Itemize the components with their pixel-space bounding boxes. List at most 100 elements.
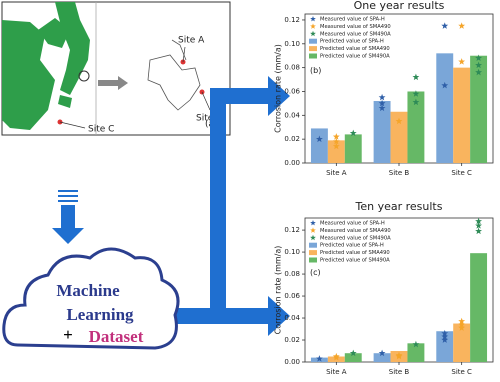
bar [436, 53, 454, 163]
y-tick-label: 0.08 [284, 270, 300, 278]
measured-star [412, 340, 420, 348]
bar [453, 67, 471, 163]
legend-label: Predicted value of SMA490 [320, 46, 390, 52]
bar [327, 140, 345, 163]
legend-marker [310, 23, 316, 29]
x-tick-label: Site C [451, 169, 472, 177]
site-label: Site B [196, 114, 222, 124]
legend-marker [310, 16, 316, 22]
y-tick-label: 0.04 [284, 314, 300, 322]
measured-star [475, 227, 483, 235]
panel-label: (b) [310, 66, 321, 75]
leader [201, 91, 211, 111]
y-tick-label: 0.12 [284, 16, 300, 24]
legend-marker [310, 227, 316, 233]
measured-star [378, 99, 386, 107]
bar [344, 134, 362, 163]
site-label: Site A [178, 36, 205, 46]
legend-label: Predicted value of SMA490 [320, 250, 390, 256]
measured-star [441, 22, 449, 29]
legend-marker [309, 257, 317, 263]
measured-star [315, 355, 323, 362]
measured-star [412, 90, 420, 97]
measured-star [378, 93, 386, 101]
legend-marker [309, 38, 317, 44]
branch-arrow [170, 76, 290, 336]
y-tick-label: 0.06 [284, 87, 300, 95]
down-arrow [52, 205, 84, 244]
measured-star [349, 129, 357, 137]
x-tick-label: Site A [326, 169, 347, 177]
bar [373, 353, 391, 362]
measured-star [315, 135, 323, 143]
measured-star [458, 22, 466, 29]
x-tick-label: Site B [389, 169, 410, 177]
leader [59, 121, 86, 129]
legend-marker [310, 234, 316, 241]
measured-star [458, 317, 466, 325]
measured-star [395, 117, 403, 125]
bar [310, 128, 328, 163]
bar [390, 111, 408, 163]
chart-title: Ten year results [355, 200, 443, 213]
bar [373, 101, 391, 163]
x-tick-label: Site B [389, 368, 410, 376]
measured-star [458, 324, 466, 331]
legend-marker [310, 30, 316, 37]
measured-star [412, 98, 420, 106]
bar [470, 55, 488, 163]
measured-star [395, 352, 403, 360]
y-axis-label: Corrosion rate (mm/a) [274, 44, 283, 133]
bar [453, 323, 471, 362]
y-tick-label: 0.00 [284, 358, 300, 366]
y-tick-label: 0.00 [284, 159, 300, 167]
measured-star [475, 54, 483, 62]
site-label: Site C [88, 125, 114, 135]
y-axis-label: Corrosion rate (mm/a) [274, 246, 283, 335]
measured-star [475, 61, 483, 69]
panel-label: (c) [310, 268, 321, 277]
measured-star [441, 329, 449, 337]
zoom-circle [78, 70, 90, 82]
cloud-text: Dataset [89, 327, 144, 346]
bar [436, 331, 454, 362]
legend-label: Predicted value of SPA-H [320, 39, 384, 45]
measured-star [441, 336, 449, 343]
leader [182, 46, 186, 63]
map-panel: Site A Site B Site C (a) [1, 1, 231, 136]
y-tick-label: 0.12 [284, 226, 300, 234]
measured-star [332, 354, 340, 361]
y-tick-label: 0.08 [284, 64, 300, 72]
measured-star [441, 81, 449, 89]
bar [344, 353, 362, 362]
legend-marker [309, 242, 317, 248]
y-tick-label: 0.06 [284, 292, 300, 300]
arrow-bar [58, 195, 78, 197]
measured-star [475, 217, 483, 225]
legend-marker [309, 250, 317, 256]
arrow-bar [58, 190, 78, 192]
bar [407, 91, 425, 163]
zoom-map [147, 54, 201, 111]
measured-star [349, 349, 357, 357]
y-tick-label: 0.10 [284, 40, 300, 48]
legend-label: Measured value of SMA490 [320, 24, 391, 30]
bar [327, 356, 345, 362]
cloud-plus: + [63, 325, 73, 344]
cloud-text: Machine [56, 281, 120, 300]
legend-marker [310, 220, 316, 226]
measured-star [332, 137, 340, 145]
zoom-arrow [98, 76, 128, 90]
measured-star [378, 349, 386, 357]
chart-title: One year results [354, 0, 445, 12]
measured-star [475, 68, 483, 76]
measured-star [332, 133, 340, 140]
x-tick-label: Site A [326, 368, 347, 376]
y-tick-label: 0.04 [284, 111, 300, 119]
legend-label: Predicted value of SPA-H [320, 243, 384, 249]
cloud: Machine Learning + Dataset [2, 247, 180, 350]
measured-star [458, 58, 466, 65]
legend-label: Predicted value of SM490A [320, 54, 390, 60]
legend-marker [309, 46, 317, 52]
